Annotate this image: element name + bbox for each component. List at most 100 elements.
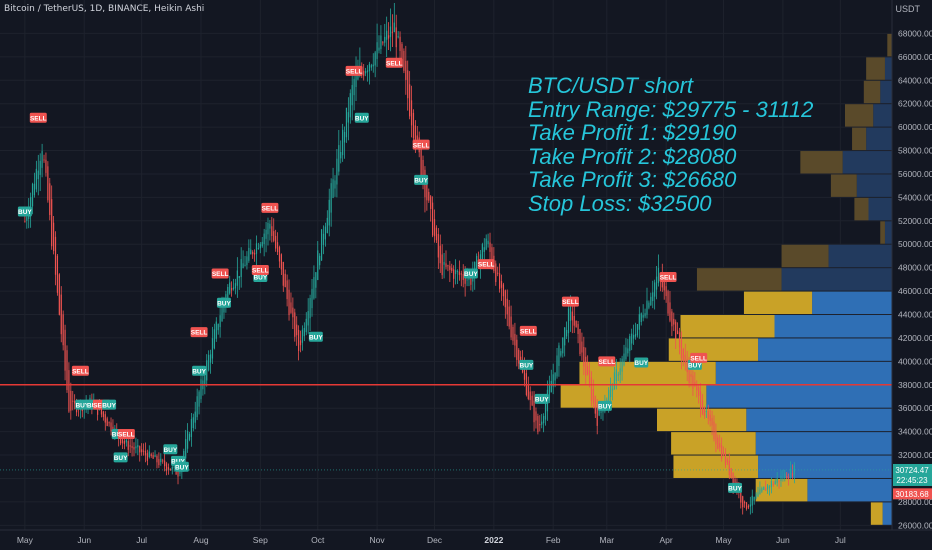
vp-bar-up: [755, 478, 808, 502]
candle-body: [650, 296, 652, 306]
candle-body: [770, 481, 773, 488]
candle-body: [106, 418, 108, 427]
candle-body: [330, 183, 332, 213]
candle-body: [169, 468, 171, 471]
candle-body: [757, 492, 759, 497]
time-tick-label: Mar: [599, 535, 614, 545]
candle-body: [611, 388, 614, 391]
candle-body: [780, 475, 782, 481]
candle-body: [179, 470, 181, 474]
candle-body: [569, 302, 572, 321]
candle-body: [502, 284, 505, 297]
candle-body: [726, 459, 728, 463]
candle-body: [786, 475, 788, 479]
candle-body: [378, 47, 380, 51]
candle-body: [31, 183, 34, 207]
signal-label: SELL: [562, 299, 579, 306]
symbol-header[interactable]: Bitcoin / TetherUS, 1D, BINANCE, Heikin …: [4, 4, 205, 14]
candle-body: [39, 160, 41, 175]
candle-body: [432, 202, 434, 236]
candle-body: [667, 291, 669, 314]
candle-body: [127, 441, 129, 450]
candle-body: [441, 254, 443, 276]
candle-body: [535, 411, 537, 421]
candle-body: [62, 314, 64, 346]
vp-bar-down: [781, 268, 892, 291]
candle-body: [550, 380, 552, 393]
candle-body: [751, 495, 753, 506]
signal-box: [659, 272, 677, 283]
time-tick-label: May: [716, 535, 733, 545]
vp-bar-up: [880, 221, 885, 244]
candle-body: [512, 326, 514, 341]
signal-label: SELL: [262, 206, 279, 213]
vp-bar-up: [866, 57, 885, 80]
candle-body: [556, 355, 558, 377]
candle-body: [139, 446, 141, 453]
signal-label: BUY: [253, 275, 267, 282]
candle-body: [615, 369, 617, 381]
candle-body: [504, 290, 506, 308]
signal-box: [102, 399, 117, 410]
vp-bar-down: [884, 221, 892, 244]
candle-body: [476, 255, 478, 270]
candle-body: [608, 390, 610, 404]
candle-body: [148, 451, 150, 458]
candle-body: [717, 437, 719, 449]
candle-body: [167, 467, 170, 471]
buy-signal-badge: BUY: [216, 297, 231, 308]
candle-body: [460, 273, 462, 275]
buy-signal-badge: BUY: [75, 399, 90, 410]
vp-bar-down: [758, 338, 892, 361]
candle-body: [655, 276, 658, 290]
annotation-line-title: BTC/USDT short: [528, 73, 694, 98]
candle-body: [382, 42, 384, 44]
price-tick-label: 64000.00: [898, 75, 932, 85]
candle-body: [447, 265, 449, 267]
price-tick-label: 52000.00: [898, 216, 932, 226]
time-tick-label: Aug: [193, 535, 208, 545]
signal-box: [463, 268, 478, 279]
candle-body: [102, 411, 104, 417]
candle-body: [345, 107, 348, 138]
candle-body: [257, 248, 260, 250]
buy-signal-badge: BUY: [463, 268, 478, 279]
annotation-line-tp2: Take Profit 2: $28080: [528, 143, 737, 169]
time-tick-label: Jun: [776, 535, 790, 545]
annotation-line-entry: Entry Range: $29775 - 31112: [528, 96, 814, 122]
sell-signal-badge: SELL: [385, 57, 403, 68]
candle-body: [454, 270, 457, 275]
candle-body: [387, 35, 390, 39]
signal-box: [634, 357, 649, 368]
candle-body: [351, 85, 353, 106]
candle-body: [303, 327, 305, 337]
candle-body: [154, 454, 156, 457]
signal-box: [163, 444, 178, 455]
time-tick-label: Jul: [136, 535, 147, 545]
candle-body: [745, 502, 748, 510]
price-tick-label: 66000.00: [898, 52, 932, 62]
time-tick-label: Jun: [77, 535, 91, 545]
vp-bar-up: [560, 385, 707, 408]
candle-body: [70, 390, 72, 411]
candle-body: [353, 78, 355, 96]
candle-body: [577, 324, 579, 335]
candle-body: [778, 480, 780, 482]
candle-body: [552, 374, 554, 387]
vp-bar-down: [758, 455, 892, 478]
candle-body: [215, 321, 217, 339]
candle-body: [730, 468, 732, 478]
candle-body: [585, 356, 587, 376]
signal-label: BUY: [217, 300, 231, 307]
candle-body: [37, 170, 39, 180]
candle-body: [110, 422, 112, 432]
candle-body: [259, 244, 261, 249]
sell-signal-badge: SELL: [690, 352, 708, 363]
candle-body: [483, 247, 485, 252]
candle-body: [412, 112, 415, 139]
candle-body: [144, 450, 147, 456]
price-unit-label: USDT: [895, 4, 921, 14]
candle-body: [719, 443, 721, 448]
